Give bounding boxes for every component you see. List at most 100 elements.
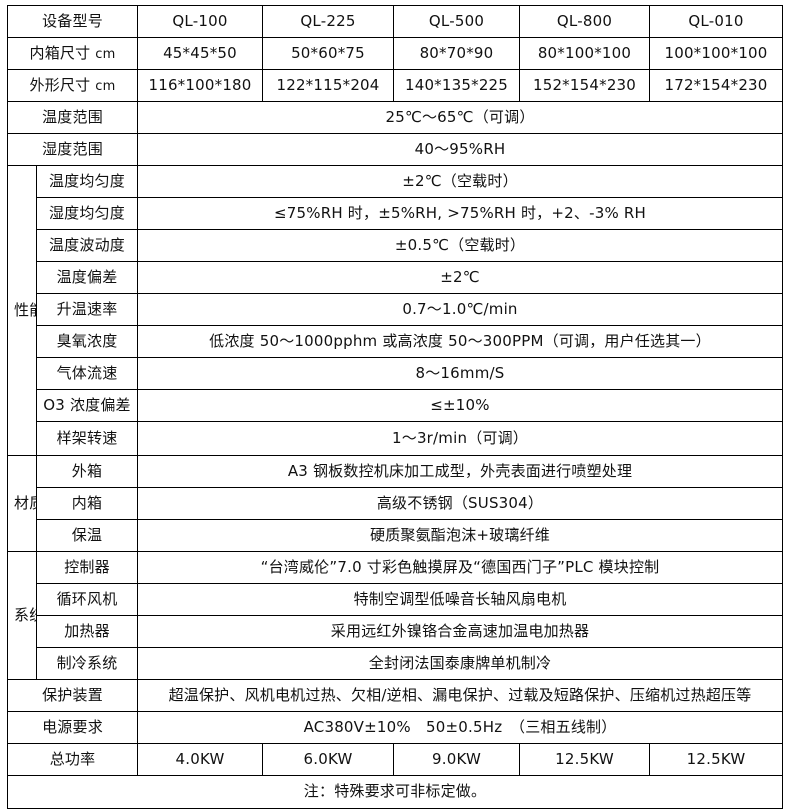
group-label-material-text: 材质: [14, 493, 36, 512]
row-label-controller: 控制器: [36, 551, 138, 584]
outer-size-cell-4: 172*154*230: [649, 69, 783, 102]
model-cell-0: QL-100: [137, 5, 263, 38]
group-label-system-text: 系统: [14, 605, 36, 624]
row-value-temp-fluctuation: ±0.5℃（空载时）: [137, 229, 783, 262]
inner-size-cell-2: 80*70*90: [393, 37, 520, 70]
inner-size-cell-4: 100*100*100: [649, 37, 783, 70]
table-row-power-supply: 电源要求 AC380V±10% 50±0.5Hz （三相五线制）: [7, 711, 783, 744]
table-row-humidity-uniformity: 湿度均匀度 ≤75%RH 时，±5%RH, >75%RH 时，+2、-3% RH: [8, 197, 783, 230]
table-row-model: 设备型号 QL-100 QL-225 QL-500 QL-800 QL-010: [7, 5, 783, 38]
table-note: 注：特殊要求可非标定做。: [7, 775, 783, 809]
table-row-insulation: 保温 硬质聚氨酯泡沫+玻璃纤维: [8, 519, 783, 552]
row-label-total-power: 总功率: [7, 743, 138, 776]
table-row-note: 注：特殊要求可非标定做。: [7, 775, 783, 809]
row-label-power-supply: 电源要求: [7, 711, 138, 744]
row-value-circulation-fan: 特制空调型低噪音长轴风扇电机: [137, 583, 783, 616]
row-label-rack-speed: 样架转速: [36, 421, 138, 456]
total-power-cell-4: 12.5KW: [649, 743, 783, 776]
table-row-controller: 系统 控制器 “台湾威伦”7.0 寸彩色触摸屏及“德国西门子”PLC 模块控制: [7, 551, 783, 680]
row-value-temp-uniformity: ±2℃（空载时）: [137, 165, 783, 198]
table-row-gas-flow: 气体流速 8～16mm/S: [8, 357, 783, 390]
row-label-heater: 加热器: [36, 615, 138, 648]
table-row-heating-rate: 升温速率 0.7～1.0℃/min: [8, 293, 783, 326]
row-label-temp-uniformity: 温度均匀度: [36, 165, 138, 198]
row-label-outer-size: 外形尺寸 cm: [7, 69, 138, 102]
row-value-power-supply: AC380V±10% 50±0.5Hz （三相五线制）: [137, 711, 783, 744]
specification-table: 设备型号 QL-100 QL-225 QL-500 QL-800 QL-010 …: [7, 5, 783, 809]
total-power-cell-1: 6.0KW: [262, 743, 394, 776]
specification-table-body: 设备型号 QL-100 QL-225 QL-500 QL-800 QL-010 …: [7, 5, 783, 809]
table-row-circulation-fan: 循环风机 特制空调型低噪音长轴风扇电机: [8, 583, 783, 616]
row-label-outer-case: 外箱: [36, 455, 138, 488]
row-value-refrigeration: 全封闭法国泰康牌单机制冷: [137, 647, 783, 680]
table-row-outer-case: 材质 外箱 A3 钢板数控机床加工成型，外壳表面进行喷塑处理: [7, 455, 783, 552]
row-value-protection: 超温保护、风机电机过热、欠相/逆相、漏电保护、过载及短路保护、压缩机过热超压等: [137, 679, 783, 712]
row-value-controller: “台湾威伦”7.0 寸彩色触摸屏及“德国西门子”PLC 模块控制: [137, 551, 783, 584]
row-label-o3-deviation: O3 浓度偏差: [36, 389, 138, 422]
row-value-temp-range: 25℃～65℃（可调）: [137, 101, 783, 134]
total-power-cell-3: 12.5KW: [519, 743, 650, 776]
row-label-temp-fluctuation: 温度波动度: [36, 229, 138, 262]
inner-size-cell-1: 50*60*75: [262, 37, 394, 70]
table-row-inner-size: 内箱尺寸 cm 45*45*50 50*60*75 80*70*90 80*10…: [7, 37, 783, 70]
row-label-circulation-fan: 循环风机: [36, 583, 138, 616]
table-row-total-power: 总功率 4.0KW 6.0KW 9.0KW 12.5KW 12.5KW: [7, 743, 783, 776]
inner-size-cell-0: 45*45*50: [137, 37, 263, 70]
row-unit-inner-size: cm: [95, 46, 116, 62]
row-value-rack-speed: 1～3r/min（可调）: [137, 421, 783, 456]
outer-size-cell-0: 116*100*180: [137, 69, 263, 102]
row-value-ozone-concentration: 低浓度 50～1000pphm 或高浓度 50～300PPM（可调，用户任选其一…: [137, 325, 783, 358]
inner-size-cell-3: 80*100*100: [519, 37, 650, 70]
table-row-outer-size: 外形尺寸 cm 116*100*180 122*115*204 140*135*…: [7, 69, 783, 102]
row-unit-outer-size: cm: [95, 78, 116, 94]
row-value-heater: 采用远红外镍铬合金高速加温电加热器: [137, 615, 783, 648]
row-label-inner-case: 内箱: [36, 487, 138, 520]
row-value-heating-rate: 0.7～1.0℃/min: [137, 293, 783, 326]
outer-size-cell-1: 122*115*204: [262, 69, 394, 102]
row-label-protection: 保护装置: [7, 679, 138, 712]
row-label-gas-flow: 气体流速: [36, 357, 138, 390]
row-value-inner-case: 高级不锈钢（SUS304）: [137, 487, 783, 520]
total-power-cell-0: 4.0KW: [137, 743, 263, 776]
model-cell-4: QL-010: [649, 5, 783, 38]
row-label-inner-size: 内箱尺寸 cm: [7, 37, 138, 70]
row-label-humidity-uniformity: 湿度均匀度: [36, 197, 138, 230]
table-row-temp-uniformity: 性能 温度均匀度 ±2℃（空载时）: [7, 165, 783, 456]
table-row-rack-speed: 样架转速 1～3r/min（可调）: [8, 421, 783, 456]
total-power-cell-2: 9.0KW: [393, 743, 520, 776]
row-label-model: 设备型号: [7, 5, 138, 38]
row-value-outer-case: A3 钢板数控机床加工成型，外壳表面进行喷塑处理: [137, 455, 783, 488]
group-label-performance-text: 性能: [14, 300, 36, 319]
outer-size-cell-2: 140*135*225: [393, 69, 520, 102]
row-value-humidity-range: 40～95%RH: [137, 133, 783, 166]
table-row-temp-fluctuation: 温度波动度 ±0.5℃（空载时）: [8, 229, 783, 262]
model-cell-2: QL-500: [393, 5, 520, 38]
row-label-refrigeration: 制冷系统: [36, 647, 138, 680]
row-value-gas-flow: 8～16mm/S: [137, 357, 783, 390]
table-row-heater: 加热器 采用远红外镍铬合金高速加温电加热器: [8, 615, 783, 648]
row-label-insulation: 保温: [36, 519, 138, 552]
table-row-refrigeration: 制冷系统 全封闭法国泰康牌单机制冷: [8, 647, 783, 680]
row-label-temp-deviation: 温度偏差: [36, 261, 138, 294]
row-label-humidity-range: 湿度范围: [7, 133, 138, 166]
group-label-system: 系统: [7, 551, 37, 680]
outer-size-cell-3: 152*154*230: [519, 69, 650, 102]
row-label-ozone-concentration: 臭氧浓度: [36, 325, 138, 358]
table-row-protection: 保护装置 超温保护、风机电机过热、欠相/逆相、漏电保护、过载及短路保护、压缩机过…: [7, 679, 783, 712]
row-label-outer-size-text: 外形尺寸: [29, 75, 91, 94]
group-label-material: 材质: [7, 455, 37, 552]
model-cell-3: QL-800: [519, 5, 650, 38]
table-row-inner-case: 内箱 高级不锈钢（SUS304）: [8, 487, 783, 520]
table-row-ozone-concentration: 臭氧浓度 低浓度 50～1000pphm 或高浓度 50～300PPM（可调，用…: [8, 325, 783, 358]
row-label-inner-size-text: 内箱尺寸: [29, 43, 91, 62]
row-value-insulation: 硬质聚氨酯泡沫+玻璃纤维: [137, 519, 783, 552]
group-label-performance: 性能: [7, 165, 37, 456]
row-value-o3-deviation: ≤±10%: [137, 389, 783, 422]
table-row-temp-range: 温度范围 25℃～65℃（可调）: [7, 101, 783, 134]
row-label-heating-rate: 升温速率: [36, 293, 138, 326]
table-row-humidity-range: 湿度范围 40～95%RH: [7, 133, 783, 166]
table-row-o3-deviation: O3 浓度偏差 ≤±10%: [8, 389, 783, 422]
row-value-temp-deviation: ±2℃: [137, 261, 783, 294]
table-row-temp-deviation: 温度偏差 ±2℃: [8, 261, 783, 294]
row-label-temp-range: 温度范围: [7, 101, 138, 134]
